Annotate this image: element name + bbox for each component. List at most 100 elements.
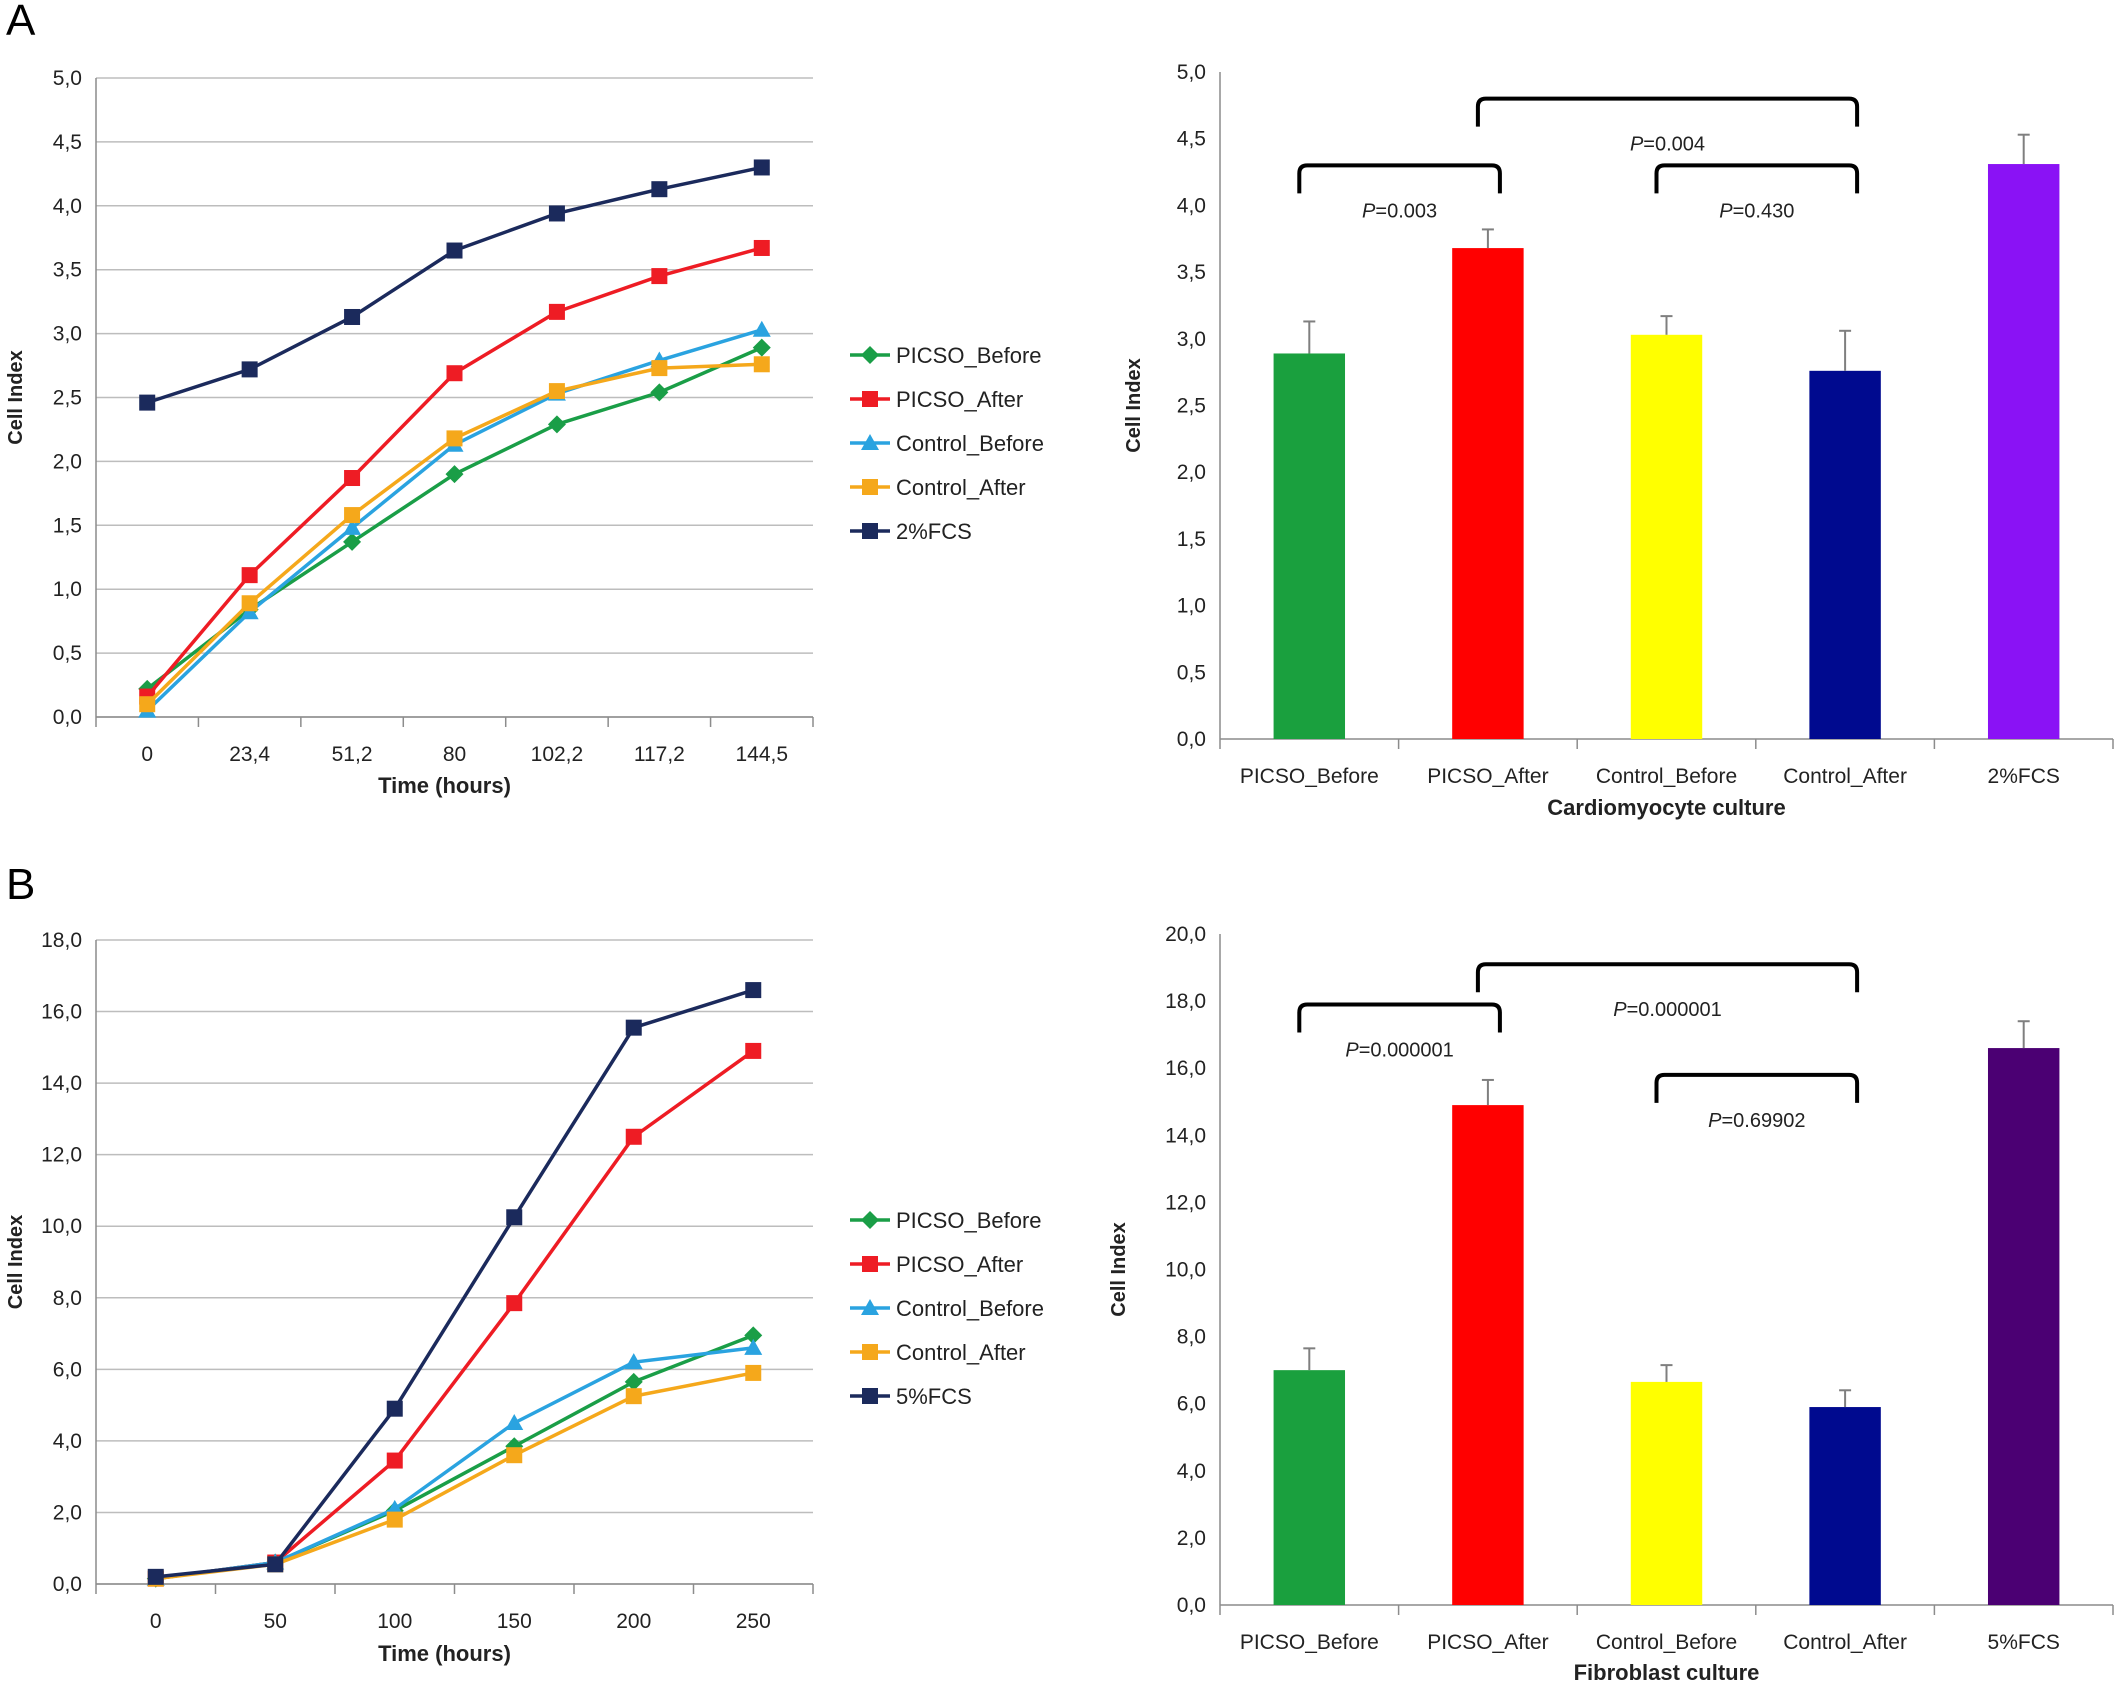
legend-label: Control_After xyxy=(896,475,1026,500)
y-tick-label: 16,0 xyxy=(1165,1057,1206,1080)
bar xyxy=(1809,1407,1881,1605)
y-tick-label: 3,0 xyxy=(1177,328,1206,351)
x-tick-label: 5%FCS xyxy=(1988,1631,2060,1654)
series-PICSO_Before xyxy=(138,338,771,698)
y-tick-label: 12,0 xyxy=(41,1144,82,1167)
series-5%FCS xyxy=(147,982,762,1585)
x-tick-label: 2%FCS xyxy=(1988,765,2060,788)
x-tick-label: 100 xyxy=(377,1610,412,1633)
y-tick-label: 0,0 xyxy=(53,706,82,729)
x-tick-label: 80 xyxy=(443,743,466,766)
x-axis-title: Time (hours) xyxy=(378,1641,511,1666)
x-tick-label: PICSO_After xyxy=(1427,1631,1548,1654)
legend-marker xyxy=(862,391,878,407)
data-point xyxy=(548,383,565,400)
bar xyxy=(1630,334,1703,739)
data-point xyxy=(753,159,770,176)
x-tick-label: 144,5 xyxy=(736,743,789,766)
y-tick-label: 2,5 xyxy=(53,387,82,410)
y-tick-label: 6,0 xyxy=(53,1358,82,1381)
x-axis-title: Time (hours) xyxy=(378,773,511,798)
chart-B-line: 0,0 2,0 4,0 6,0 8,0 10,0 12,0 14,0 16,0 18,0 Time … xyxy=(5,929,1044,1666)
y-tick-label: 4,0 xyxy=(1177,194,1206,217)
y-axis-title: Cell Index xyxy=(5,350,27,444)
p-value-label: P=0.69902 xyxy=(1708,1110,1805,1132)
legend-label: 2%FCS xyxy=(896,519,972,544)
data-point xyxy=(745,1042,762,1059)
y-tick-label: 3,0 xyxy=(53,323,82,346)
legend-marker xyxy=(861,1299,879,1315)
x-tick-label: PICSO_Before xyxy=(1240,765,1379,788)
p-value-label: P=0.004 xyxy=(1630,134,1705,156)
x-tick-label: PICSO_After xyxy=(1427,765,1548,788)
y-tick-label: 10,0 xyxy=(41,1215,82,1238)
chart-A-bar: 0,0 0,5 1,0 1,5 2,0 2,5 3,0 3,5 4,0 4,5 5,0 Cardiom… xyxy=(1123,61,2114,820)
data-point xyxy=(506,1295,523,1312)
y-tick-label: 1,0 xyxy=(53,578,82,601)
p-symbol: P xyxy=(1708,1110,1722,1132)
y-tick-label: 10,0 xyxy=(1165,1259,1206,1282)
significance-bracket xyxy=(1654,1072,1860,1103)
y-tick-label: 6,0 xyxy=(1177,1393,1206,1416)
y-axis-title: Cell Index xyxy=(1108,1222,1130,1316)
x-tick-label: 117,2 xyxy=(634,743,685,766)
legend-label: Control_After xyxy=(896,1340,1026,1365)
data-point xyxy=(752,320,771,337)
data-point xyxy=(506,1209,523,1226)
y-tick-label: 0,5 xyxy=(1177,661,1206,684)
series-line xyxy=(155,1371,754,1581)
legend-entry: PICSO_Before xyxy=(850,343,1042,368)
p-symbol: P xyxy=(1362,200,1376,222)
y-tick-label: 2,0 xyxy=(53,450,82,473)
series-line xyxy=(146,346,763,691)
data-point xyxy=(744,1326,763,1345)
data-point xyxy=(344,507,361,524)
data-point xyxy=(139,394,156,411)
y-tick-label: 4,0 xyxy=(53,1430,82,1453)
data-point xyxy=(505,1414,524,1430)
bar xyxy=(1452,1105,1524,1605)
series-Control_After xyxy=(147,1364,762,1587)
legend-entry: Control_After xyxy=(850,1340,1026,1365)
y-tick-label: 3,5 xyxy=(1177,261,1206,284)
y-tick-label: 8,0 xyxy=(1177,1326,1206,1349)
y-tick-label: 16,0 xyxy=(41,1001,82,1024)
p-value: =0.430 xyxy=(1733,200,1795,222)
y-tick-label: 14,0 xyxy=(1165,1124,1206,1147)
x-tick-label: Control_Before xyxy=(1596,1631,1737,1654)
significance-bracket xyxy=(1475,96,1860,127)
series-Control_After xyxy=(139,356,770,713)
data-point xyxy=(651,360,668,377)
bar xyxy=(1630,1381,1703,1605)
series-Control_Before xyxy=(146,1338,763,1586)
data-point xyxy=(624,1353,643,1370)
x-tick-label: 51,2 xyxy=(332,743,373,766)
data-point xyxy=(547,415,566,434)
data-point xyxy=(343,532,362,551)
series-line xyxy=(155,988,754,1579)
y-tick-label: 8,0 xyxy=(53,1287,82,1310)
y-tick-label: 2,0 xyxy=(53,1501,82,1524)
p-value: =0.003 xyxy=(1375,200,1437,222)
y-tick-label: 14,0 xyxy=(41,1072,82,1095)
y-axis-title: Cell Index xyxy=(1123,358,1145,452)
x-axis-title: Cardiomyocyte culture xyxy=(1547,795,1785,820)
p-value: =0.004 xyxy=(1643,134,1705,156)
x-tick-label: 250 xyxy=(736,1610,771,1633)
data-point xyxy=(650,383,669,402)
legend-label: PICSO_Before xyxy=(896,1208,1042,1233)
bar xyxy=(1452,248,1524,739)
y-tick-label: 2,5 xyxy=(1177,395,1206,418)
chart-B-bar: 0,0 2,0 4,0 6,0 8,0 10,0 12,0 14,0 16,0 18,0 20,0 F… xyxy=(1108,923,2114,1685)
legend-marker xyxy=(862,479,878,495)
x-tick-label: Control_After xyxy=(1783,765,1907,788)
legend-marker xyxy=(861,346,879,364)
legend-entry: Control_Before xyxy=(850,431,1044,456)
legend-label: PICSO_After xyxy=(896,387,1023,412)
data-point xyxy=(548,303,565,320)
legend-label: PICSO_Before xyxy=(896,343,1042,368)
y-tick-label: 0,0 xyxy=(1177,728,1206,751)
p-value-label: P=0.003 xyxy=(1362,200,1437,222)
x-tick-label: 0 xyxy=(141,743,153,766)
legend-entry: 5%FCS xyxy=(850,1384,972,1409)
